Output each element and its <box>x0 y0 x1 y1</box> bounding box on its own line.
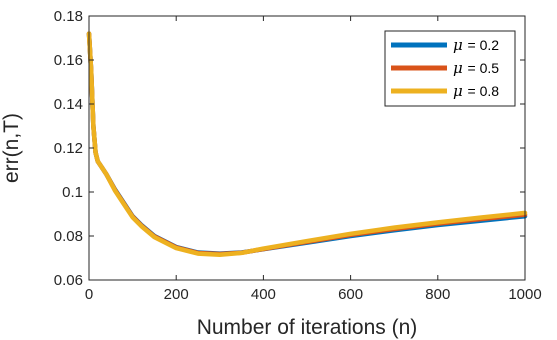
legend-label: = 0.5 <box>468 60 500 76</box>
legend-entry: μ = 0.2 <box>453 36 499 54</box>
x-axis-title: Number of iterations (n) <box>197 316 418 339</box>
legend-entry: μ = 0.5 <box>453 59 499 77</box>
y-tick-label: 0.06 <box>54 272 83 289</box>
x-tick-label: 1000 <box>508 286 541 303</box>
x-tick-label: 0 <box>85 286 93 303</box>
series-layer <box>86 31 528 257</box>
legend-label: = 0.8 <box>468 83 500 99</box>
y-tick-label: 0.18 <box>54 8 83 25</box>
legend-symbol: μ <box>453 36 468 54</box>
y-tick-label: 0.14 <box>54 96 83 113</box>
legend: μ = 0.2μ = 0.5μ = 0.8 <box>384 30 516 107</box>
y-tick-label: 0.08 <box>54 228 83 245</box>
x-tick-label: 800 <box>425 286 450 303</box>
y-tick-label: 0.16 <box>54 52 83 69</box>
legend-symbol: μ <box>453 82 468 100</box>
x-tick-label: 200 <box>164 286 189 303</box>
y-axis-title: err(n,T) <box>0 113 23 183</box>
legend-label: = 0.2 <box>468 37 500 53</box>
y-tick-label: 0.1 <box>62 184 83 201</box>
series-line-3 <box>86 31 528 257</box>
legend-symbol: μ <box>453 59 468 77</box>
legend-entry: μ = 0.8 <box>453 82 499 100</box>
x-tick-label: 600 <box>338 286 363 303</box>
ticks-layer: 0 200 400 600 800 1000 0.06 0.08 0.1 0.12 0.14 0.16… <box>54 8 542 303</box>
x-tick-label: 400 <box>251 286 276 303</box>
y-tick-label: 0.12 <box>54 140 83 157</box>
